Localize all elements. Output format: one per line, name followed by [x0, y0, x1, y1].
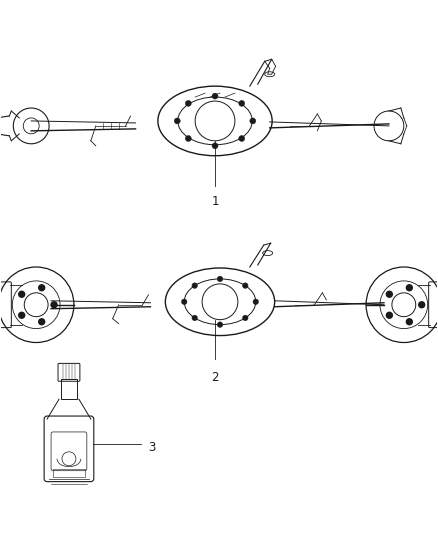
- Text: 3: 3: [148, 441, 156, 454]
- Text: 1: 1: [211, 196, 219, 208]
- Circle shape: [406, 319, 412, 325]
- Circle shape: [212, 143, 218, 149]
- Circle shape: [39, 319, 45, 325]
- Bar: [53, 469, 85, 477]
- Circle shape: [239, 135, 245, 141]
- Circle shape: [174, 118, 180, 124]
- Circle shape: [51, 302, 57, 308]
- Circle shape: [217, 322, 223, 327]
- Circle shape: [239, 100, 245, 107]
- Circle shape: [192, 283, 198, 288]
- Circle shape: [185, 135, 191, 141]
- Circle shape: [419, 302, 425, 308]
- Circle shape: [181, 299, 187, 304]
- Circle shape: [243, 283, 248, 288]
- Circle shape: [386, 312, 392, 318]
- Bar: [61, 379, 77, 399]
- Circle shape: [39, 285, 45, 290]
- Circle shape: [19, 291, 25, 297]
- Text: 2: 2: [211, 372, 219, 384]
- Circle shape: [250, 118, 256, 124]
- Circle shape: [192, 315, 198, 321]
- Circle shape: [212, 93, 218, 99]
- Circle shape: [19, 312, 25, 318]
- Circle shape: [217, 276, 223, 282]
- Circle shape: [253, 299, 258, 304]
- Circle shape: [243, 315, 248, 321]
- Circle shape: [406, 285, 412, 290]
- Circle shape: [185, 100, 191, 107]
- Circle shape: [386, 291, 392, 297]
